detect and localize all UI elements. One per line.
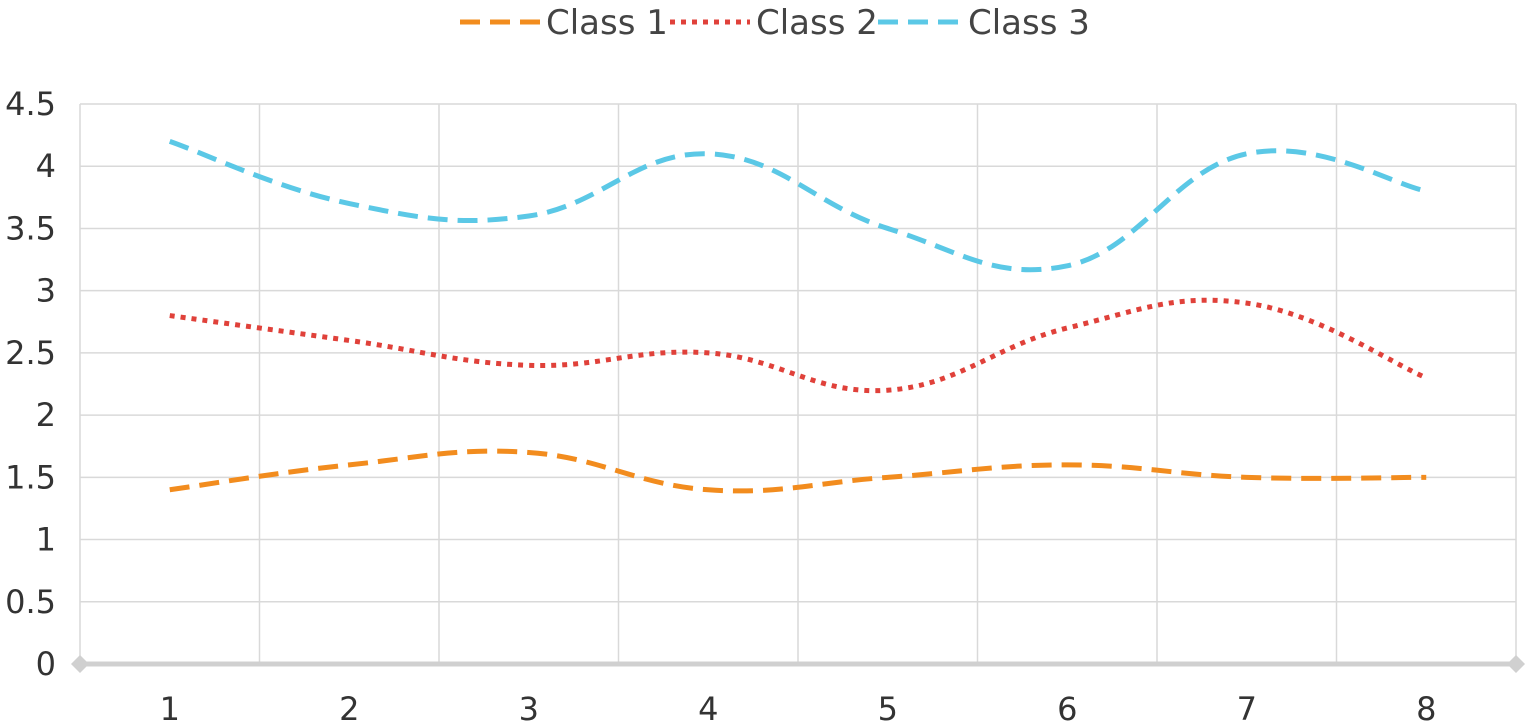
y-tick-label: 0.5	[5, 583, 56, 621]
data-point	[526, 449, 532, 455]
x-tick-label: 6	[1057, 690, 1077, 728]
data-point	[885, 474, 891, 480]
y-tick-label: 0	[36, 645, 56, 683]
data-point	[1423, 474, 1429, 480]
data-point	[1244, 300, 1250, 306]
data-point	[1064, 462, 1070, 468]
x-axis-end-marker	[1507, 655, 1525, 673]
axes: 0 0.5 1 1.5 2 2.5 3 3.5 4 4.5 1 2 3 4 5 6 7 8	[5, 85, 1525, 728]
y-tick-label: 4	[36, 147, 56, 185]
x-tick-label: 1	[160, 690, 180, 728]
series-line-1	[169, 448, 1427, 494]
x-tick-label: 8	[1416, 690, 1436, 728]
data-point	[346, 462, 352, 468]
data-point	[1244, 151, 1250, 157]
y-tick-label: 1.5	[5, 458, 56, 496]
legend: Class 1 Class 2 Class 3	[460, 3, 1090, 43]
x-tick-label: 5	[878, 690, 898, 728]
data-point	[1064, 263, 1070, 269]
y-tick-label: 1	[36, 521, 56, 559]
data-point	[885, 225, 891, 231]
series-line-2	[169, 297, 1428, 394]
data-point	[705, 350, 711, 356]
data-point	[167, 313, 173, 319]
data-point	[167, 138, 173, 144]
data-point	[1423, 375, 1429, 381]
x-tick-label: 7	[1237, 690, 1257, 728]
legend-item-3[interactable]: Class 3	[878, 3, 1090, 43]
data-point	[346, 337, 352, 343]
legend-label: Class 2	[756, 3, 878, 43]
data-point	[346, 201, 352, 207]
y-tick-label: 3	[36, 272, 56, 310]
data-point	[1064, 325, 1070, 331]
data-point	[1423, 188, 1429, 194]
y-tick-label: 2.5	[5, 334, 56, 372]
data-point	[526, 362, 532, 368]
series-line-3	[168, 138, 1427, 273]
y-tick-label: 3.5	[5, 209, 56, 247]
x-tick-label: 3	[519, 690, 539, 728]
y-tick-label: 4.5	[5, 85, 56, 123]
data-point	[705, 151, 711, 157]
y-tick-label: 2	[36, 396, 56, 434]
data-point	[885, 387, 891, 393]
x-tick-label: 4	[698, 690, 718, 728]
series-lines	[167, 138, 1429, 494]
legend-label: Class 3	[968, 3, 1090, 43]
legend-item-2[interactable]: Class 2	[670, 3, 878, 43]
x-tick-label: 2	[339, 690, 359, 728]
data-point	[1244, 474, 1250, 480]
legend-label: Class 1	[546, 3, 668, 43]
x-axis-end-marker	[71, 655, 89, 673]
grid	[79, 103, 1517, 664]
legend-item-1[interactable]: Class 1	[460, 3, 668, 43]
data-point	[526, 213, 532, 219]
data-point	[167, 487, 173, 493]
data-point	[705, 487, 711, 493]
